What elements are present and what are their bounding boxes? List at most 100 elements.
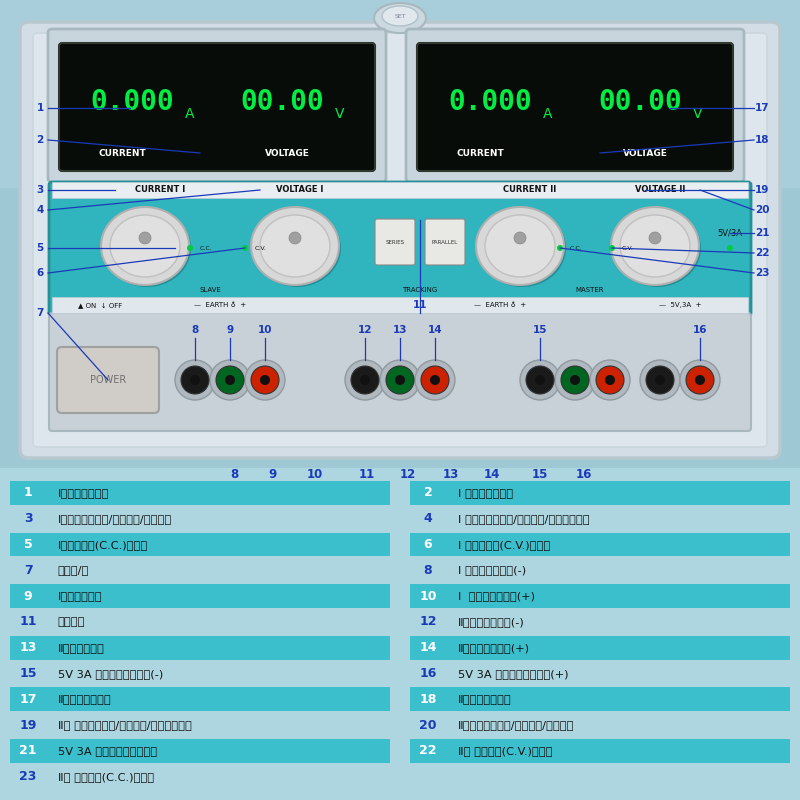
Text: 5V 3A 固定输出正极端子(+): 5V 3A 固定输出正极端子(+) [458,669,568,678]
Circle shape [216,366,244,394]
Text: 14: 14 [419,642,437,654]
Bar [411,714,445,737]
Bar [411,534,445,556]
Text: 10: 10 [307,467,323,481]
Ellipse shape [611,207,699,285]
Circle shape [609,245,615,251]
Bar [411,740,445,762]
Circle shape [640,360,680,400]
Bar [11,482,45,504]
Text: 00.00: 00.00 [598,88,682,116]
Text: A: A [186,107,194,121]
Bar [10,506,390,530]
Bar [410,714,790,737]
Text: SET: SET [394,14,406,18]
Text: Ⅱ路 电流调节旋钮/显示移位/电流显示复位: Ⅱ路 电流调节旋钮/显示移位/电流显示复位 [58,720,191,730]
Text: A: A [543,107,553,121]
Circle shape [520,360,560,400]
Text: CURRENT I: CURRENT I [135,186,185,194]
Text: 19: 19 [755,185,769,195]
Text: C.C.: C.C. [570,246,582,250]
Text: 11: 11 [358,467,374,481]
Text: 6: 6 [424,538,432,551]
Text: 14: 14 [428,325,442,335]
Text: CURRENT: CURRENT [98,149,146,158]
Bar [10,636,390,660]
Bar [411,688,445,710]
Text: 2: 2 [424,486,432,499]
Text: ▲ ON  ↓ OFF: ▲ ON ↓ OFF [78,302,122,308]
Text: SLAVE: SLAVE [199,287,221,293]
Text: Ⅰ 路稳压输出(C.V.)指示灯: Ⅰ 路稳压输出(C.V.)指示灯 [458,539,550,550]
Text: 10: 10 [419,590,437,602]
Text: 18: 18 [754,135,770,145]
Bar [410,506,790,530]
Circle shape [570,375,580,385]
Text: Ⅱ路输出电压显示: Ⅱ路输出电压显示 [58,694,111,704]
Text: CURRENT: CURRENT [456,149,504,158]
Text: 功能按键: 功能按键 [58,617,85,627]
Text: 3: 3 [36,185,44,195]
Ellipse shape [476,207,564,285]
Bar [11,559,45,582]
Text: POWER: POWER [90,375,126,385]
Text: 18: 18 [419,693,437,706]
Ellipse shape [260,215,330,277]
Text: 13: 13 [442,467,458,481]
Text: 15: 15 [533,325,547,335]
Circle shape [187,245,193,251]
FancyBboxPatch shape [52,182,748,198]
Circle shape [260,375,270,385]
Circle shape [655,375,665,385]
Text: 13: 13 [393,325,407,335]
FancyBboxPatch shape [52,297,748,313]
Circle shape [380,360,420,400]
Text: 9: 9 [226,325,234,335]
Bar [10,714,390,737]
Text: —  EARTH ♁  +: — EARTH ♁ + [474,302,526,308]
Text: Ⅰ路输出电流显示: Ⅰ路输出电流显示 [58,488,109,498]
Text: Ⅰ  路正极输出端子(+): Ⅰ 路正极输出端子(+) [458,591,534,601]
Circle shape [345,360,385,400]
Circle shape [686,366,714,394]
Ellipse shape [374,3,426,33]
FancyBboxPatch shape [425,219,465,265]
Text: 5V 3A 固定输出工作指示灯: 5V 3A 固定输出工作指示灯 [58,746,157,756]
Bar [411,637,445,659]
Text: Ⅱ路负极输出端子(-): Ⅱ路负极输出端子(-) [458,617,524,627]
Circle shape [557,245,563,251]
Bar [410,558,790,582]
Text: 5: 5 [24,538,32,551]
Bar [10,610,390,634]
Text: 22: 22 [419,745,437,758]
Circle shape [225,375,235,385]
FancyBboxPatch shape [57,347,159,413]
Ellipse shape [478,209,566,287]
Circle shape [386,366,414,394]
Text: CURRENT II: CURRENT II [503,186,557,194]
Bar [11,507,45,530]
Text: 16: 16 [693,325,707,335]
Text: 19: 19 [19,718,37,732]
Circle shape [175,360,215,400]
Circle shape [555,360,595,400]
Text: 20: 20 [419,718,437,732]
Circle shape [646,366,674,394]
Circle shape [596,366,624,394]
Text: V: V [335,107,345,121]
Bar [411,507,445,530]
Circle shape [181,366,209,394]
Text: 16: 16 [419,667,437,680]
Text: —  5V,3A  +: — 5V,3A + [658,302,702,308]
Bar [10,481,390,505]
Text: 1: 1 [24,486,32,499]
Text: C.V.: C.V. [255,246,267,250]
Bar [10,558,390,582]
Ellipse shape [251,207,339,285]
Text: 10: 10 [258,325,272,335]
Text: 12: 12 [419,615,437,629]
Text: 5V/3A: 5V/3A [718,229,742,238]
Circle shape [139,232,151,244]
Text: 8: 8 [424,564,432,577]
FancyBboxPatch shape [48,29,386,182]
